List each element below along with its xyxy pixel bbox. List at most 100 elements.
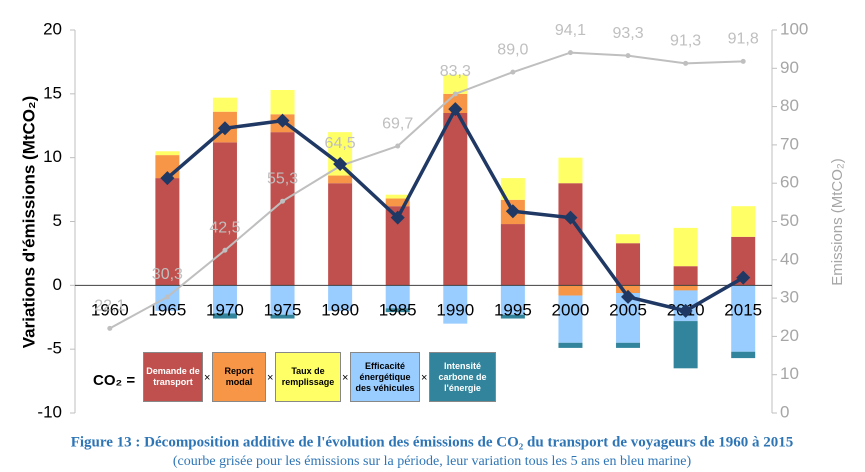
emissions-point [740,58,746,64]
net-point [736,270,751,285]
y2-axis-title: Emissions (MtCO₂) [829,158,846,286]
emissions-point [567,50,573,56]
x-tick-label: 1990 [436,300,474,319]
bar-segment [500,314,525,319]
bar-segment [212,142,237,286]
bar-segment [558,285,583,296]
emissions-label: 55,3 [267,170,298,187]
emissions-line [109,51,744,330]
bar-segment [155,178,180,286]
emissions-label: 42,5 [209,219,240,236]
emissions-label: 94,1 [555,22,586,39]
x-tick-label: 1985 [379,300,417,319]
y2-tick-label: 30 [780,288,799,307]
net-point [621,289,636,304]
legend-prefix: CO₂ = [93,372,135,389]
bar-segment [558,183,583,286]
y-tick-label: -5 [47,339,62,358]
emissions-point [510,69,516,75]
net-point [448,102,463,117]
net-point [678,303,693,318]
bar-segment [616,243,641,286]
emissions-label: 93,3 [612,25,643,42]
y2-tick-label: 40 [780,249,799,268]
bar-segment [616,342,641,348]
emissions-point [107,325,113,331]
x-tick-label: 1975 [264,300,302,319]
y2-tick-label: 50 [780,211,799,230]
y2-tick-label: 60 [780,173,799,192]
legend-entry: Report modal [212,352,266,402]
bar-segment [731,351,756,359]
y-axis-title: Variations d'émissions (MtCO₂) [19,96,38,348]
y2-tick-label: 100 [780,19,808,38]
bar-segment [673,321,698,369]
emissions-label: 91,3 [670,33,701,50]
emissions-label: 83,3 [440,63,471,80]
emissions-point [625,53,631,59]
bar-segment [270,314,295,319]
bar-segment [443,285,468,324]
bar-segment [328,285,353,311]
y-tick-label: 15 [43,83,62,102]
bar-segment [673,266,698,286]
emissions-point [395,143,401,149]
bar-segment [212,97,237,112]
bar-segment [558,295,583,343]
net-point [390,210,405,225]
bar-segment [328,175,353,184]
net-point [505,204,520,219]
emissions-point [164,294,170,300]
legend-operator: × [204,372,211,384]
bar-segment [385,198,410,207]
emissions-point [280,198,286,204]
emissions-point [222,247,228,253]
emissions-label: 69,7 [382,115,413,132]
bar-segment [155,151,180,156]
y-tick-label: 0 [53,275,62,294]
y-tick-label: -10 [37,402,62,421]
y2-tick-label: 0 [780,402,789,421]
bar-segment [212,313,237,319]
bar-segment [270,285,295,315]
x-tick-label: 1980 [321,300,359,319]
emissions-point [683,60,689,66]
legend-operator: × [342,372,349,384]
caption: Figure 13 : Décomposition additive de l'… [71,434,794,450]
legend-entry: Demande de transport [143,352,203,402]
bar-segment [731,285,756,352]
bar-segment [616,285,641,293]
bar-segment [270,90,295,115]
bar-segment [673,227,698,267]
y2-tick-label: 20 [780,326,799,345]
emissions-point [452,91,458,97]
bar-segment [328,183,353,286]
legend-entry: Intensité carbone de l'énergie [429,352,496,402]
bar-segment [385,194,410,199]
bar-segment [443,74,468,94]
y-tick-label: 20 [43,19,62,38]
subcaption: (courbe grisée pour les émissions sur la… [173,454,692,469]
bar-segment [443,112,468,286]
bar-segment [385,308,410,313]
bar-segment [500,224,525,286]
legend-entry: Efficacité énergétique des véhicules [350,352,420,402]
x-tick-label: 1965 [148,300,186,319]
y2-tick-label: 90 [780,58,799,77]
bar-segment [558,157,583,184]
legend-operator: × [421,372,428,384]
bar-segment [212,285,237,314]
y-tick-label: 5 [53,211,62,230]
emissions-label: 30,3 [152,266,183,283]
x-tick-label: 1960 [91,300,129,319]
legend-operator: × [267,372,274,384]
y2-tick-label: 10 [780,364,799,383]
legend-entry: Taux de remplissage [275,352,341,402]
y2-tick-label: 80 [780,96,799,115]
bar-segment [385,285,410,309]
net-point [217,121,232,136]
emissions-label: 89,0 [497,41,528,58]
net-point [275,113,290,128]
